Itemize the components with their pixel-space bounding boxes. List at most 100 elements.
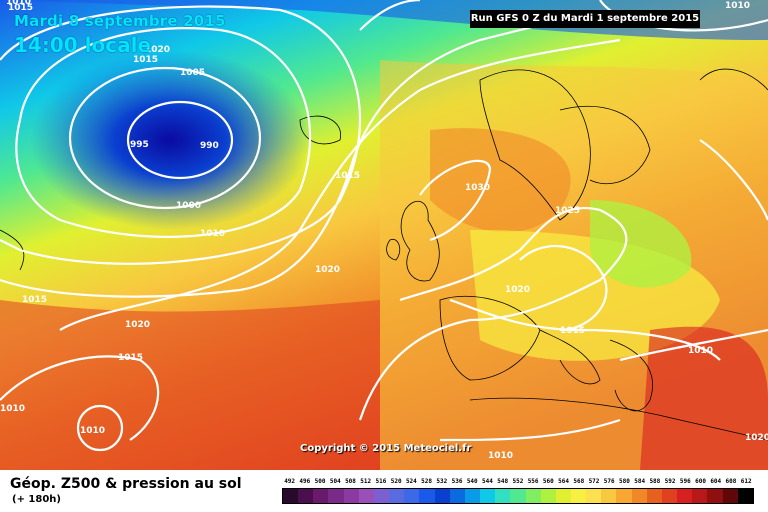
scale-swatch bbox=[328, 489, 344, 503]
scale-label: 532 bbox=[436, 478, 448, 485]
scale-label: 548 bbox=[497, 478, 509, 485]
scale-label: 524 bbox=[405, 478, 417, 485]
scale-swatch bbox=[464, 489, 481, 503]
scale-swatch bbox=[434, 489, 450, 503]
scale-swatch bbox=[389, 489, 405, 503]
scale-swatch bbox=[449, 489, 465, 503]
isobar-label: 1015 bbox=[8, 3, 33, 13]
scale-swatch bbox=[510, 489, 526, 503]
isobar-label: 1015 bbox=[335, 171, 360, 181]
isobar-label: 990 bbox=[200, 141, 219, 151]
isobar-label: 1025 bbox=[555, 206, 580, 216]
scale-label: 492 bbox=[284, 478, 296, 485]
isobar-label: 1010 bbox=[80, 426, 105, 436]
isobar-label: 1030 bbox=[465, 183, 490, 193]
scale-label: 540 bbox=[466, 478, 478, 485]
isobar-label: 1020 bbox=[125, 320, 150, 330]
scale-label: 576 bbox=[603, 478, 615, 485]
scale-swatch bbox=[707, 489, 723, 503]
scale-swatch bbox=[570, 489, 587, 503]
isobar-label: 1020 bbox=[315, 265, 340, 275]
scale-swatch bbox=[540, 489, 556, 503]
scale-label: 516 bbox=[375, 478, 387, 485]
scale-label: 600 bbox=[695, 478, 706, 485]
scale-label: 564 bbox=[558, 478, 569, 485]
scale-label: 580 bbox=[619, 478, 630, 485]
scale-label: 568 bbox=[573, 478, 585, 485]
scale-label: 544 bbox=[482, 478, 493, 485]
scale-label: 560 bbox=[542, 478, 554, 485]
scale-label: 520 bbox=[390, 478, 402, 485]
isobar-label: 1020 bbox=[745, 433, 768, 443]
isobars bbox=[0, 0, 768, 450]
scale-swatch bbox=[298, 489, 314, 503]
scale-swatch bbox=[373, 489, 390, 503]
scale-swatch bbox=[495, 489, 511, 503]
scale-label: 572 bbox=[588, 478, 600, 485]
color-scale: 492 496 500 504 508 512 516 520 524 528 532 536 540 5… bbox=[282, 478, 754, 508]
low-pressure-core bbox=[30, 50, 310, 230]
scale-label: 500 bbox=[314, 478, 326, 485]
scale-swatch bbox=[661, 489, 678, 503]
scale-label: 536 bbox=[451, 478, 463, 485]
scale-label: 504 bbox=[329, 478, 341, 485]
scale-label: 596 bbox=[679, 478, 691, 485]
scale-label: 584 bbox=[634, 478, 646, 485]
scale-swatch bbox=[404, 489, 420, 503]
isobar-label: 1010 bbox=[6, 0, 31, 7]
coastlines bbox=[0, 68, 768, 441]
scale-swatch bbox=[737, 489, 753, 503]
scale-swatch bbox=[313, 489, 329, 503]
scale-label: 496 bbox=[299, 478, 311, 485]
isobar-label: 1020 bbox=[505, 285, 530, 295]
isobar-labels: 1010 1015 1020 1015 1005 995 990 1000 10… bbox=[0, 0, 768, 461]
scale-swatch bbox=[722, 489, 738, 503]
scale-label: 552 bbox=[512, 478, 524, 485]
scale-swatch bbox=[631, 489, 647, 503]
scale-label: 588 bbox=[649, 478, 661, 485]
isobar-label: 1005 bbox=[180, 68, 205, 78]
isobar-label: 1010 bbox=[200, 229, 225, 239]
scale-swatch bbox=[692, 489, 708, 503]
scale-label: 608 bbox=[725, 478, 737, 485]
forecast-horizon: (+ 180h) bbox=[12, 494, 61, 505]
scale-label: 612 bbox=[740, 478, 752, 485]
forecast-time: 14:00 locale bbox=[14, 33, 151, 57]
scale-swatch bbox=[419, 489, 435, 503]
scale-swatch bbox=[646, 489, 662, 503]
scale-swatch bbox=[283, 489, 299, 503]
color-scale-labels: 492 496 500 504 508 512 516 520 524 528 532 536 540 5… bbox=[282, 478, 754, 485]
scale-swatch bbox=[358, 489, 374, 503]
map-title: Géop. Z500 & pression au sol bbox=[10, 476, 242, 492]
scale-swatch bbox=[586, 489, 602, 503]
scale-label: 508 bbox=[345, 478, 356, 485]
copyright: Copyright © 2015 Meteociel.fr bbox=[300, 443, 472, 454]
forecast-date: Mardi 8 septembre 2015 bbox=[14, 12, 226, 30]
weather-map: 1010 1015 1020 1015 1005 995 990 1000 10… bbox=[0, 0, 768, 470]
color-scale-bar bbox=[282, 488, 754, 504]
isobar-label: 1020 bbox=[145, 45, 170, 55]
scale-swatch bbox=[616, 489, 632, 503]
scale-label: 512 bbox=[360, 478, 372, 485]
run-info: Run GFS 0 Z du Mardi 1 septembre 2015 bbox=[470, 10, 700, 28]
scale-swatch bbox=[555, 489, 571, 503]
isobar-label: 1010 bbox=[488, 451, 513, 461]
scale-swatch bbox=[525, 489, 541, 503]
scale-label: 604 bbox=[710, 478, 722, 485]
isobar-label: 1015 bbox=[22, 295, 47, 305]
scale-label: 592 bbox=[664, 478, 676, 485]
scale-swatch bbox=[677, 489, 693, 503]
isobar-label: 1015 bbox=[560, 326, 585, 336]
scale-swatch bbox=[601, 489, 617, 503]
scale-swatch bbox=[343, 489, 359, 503]
scale-label: 556 bbox=[527, 478, 539, 485]
isobar-label: 1000 bbox=[176, 201, 201, 211]
isobar-label: 1010 bbox=[688, 346, 713, 356]
scale-label: 528 bbox=[421, 478, 432, 485]
isobar-label: 1010 bbox=[725, 1, 750, 11]
isobar-label: 1010 bbox=[0, 404, 25, 414]
isobar-label: 995 bbox=[130, 140, 149, 150]
isobar-label: 1015 bbox=[133, 55, 158, 65]
isobar-label: 1015 bbox=[118, 353, 143, 363]
scale-swatch bbox=[480, 489, 496, 503]
